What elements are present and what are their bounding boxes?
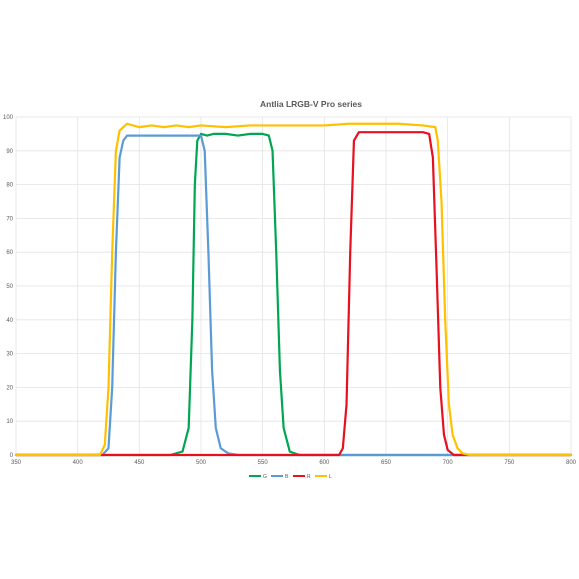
x-tick-label: 350 xyxy=(11,460,22,466)
series-line-l xyxy=(14,122,573,457)
legend-label-l: L xyxy=(329,474,332,480)
legend-label-r: R xyxy=(307,474,311,480)
y-tick-label: 20 xyxy=(6,385,13,391)
x-tick-label: 750 xyxy=(504,460,515,466)
series-line-b xyxy=(14,134,573,457)
legend-label-g: G xyxy=(263,474,267,480)
legend-label-b: B xyxy=(285,474,289,480)
y-tick-label: 100 xyxy=(3,115,14,121)
x-tick-label: 650 xyxy=(381,460,392,466)
chart-title: Antlia LRGB-V Pro series xyxy=(260,99,362,109)
series-line-r xyxy=(14,131,573,457)
y-tick-label: 90 xyxy=(6,149,13,155)
x-tick-label: 600 xyxy=(319,460,330,466)
x-tick-label: 450 xyxy=(134,460,145,466)
y-tick-label: 80 xyxy=(6,183,13,189)
y-tick-label: 30 xyxy=(6,352,13,358)
y-tick-label: 70 xyxy=(6,216,13,222)
series-lines xyxy=(14,122,573,457)
y-tick-label: 10 xyxy=(6,419,13,425)
x-tick-label: 800 xyxy=(566,460,577,466)
x-tick-label: 500 xyxy=(196,460,207,466)
y-tick-label: 0 xyxy=(10,453,14,459)
y-tick-label: 60 xyxy=(6,250,13,256)
axis-ticks: 0 10 20 30 40 50 60 70 80 90 100 350 400 450 500 550 600… xyxy=(3,115,577,466)
series-line-g xyxy=(14,132,573,457)
x-tick-label: 550 xyxy=(258,460,269,466)
y-tick-label: 50 xyxy=(6,284,13,290)
x-tick-label: 700 xyxy=(443,460,454,466)
x-tick-label: 400 xyxy=(73,460,84,466)
y-tick-label: 40 xyxy=(6,318,13,324)
